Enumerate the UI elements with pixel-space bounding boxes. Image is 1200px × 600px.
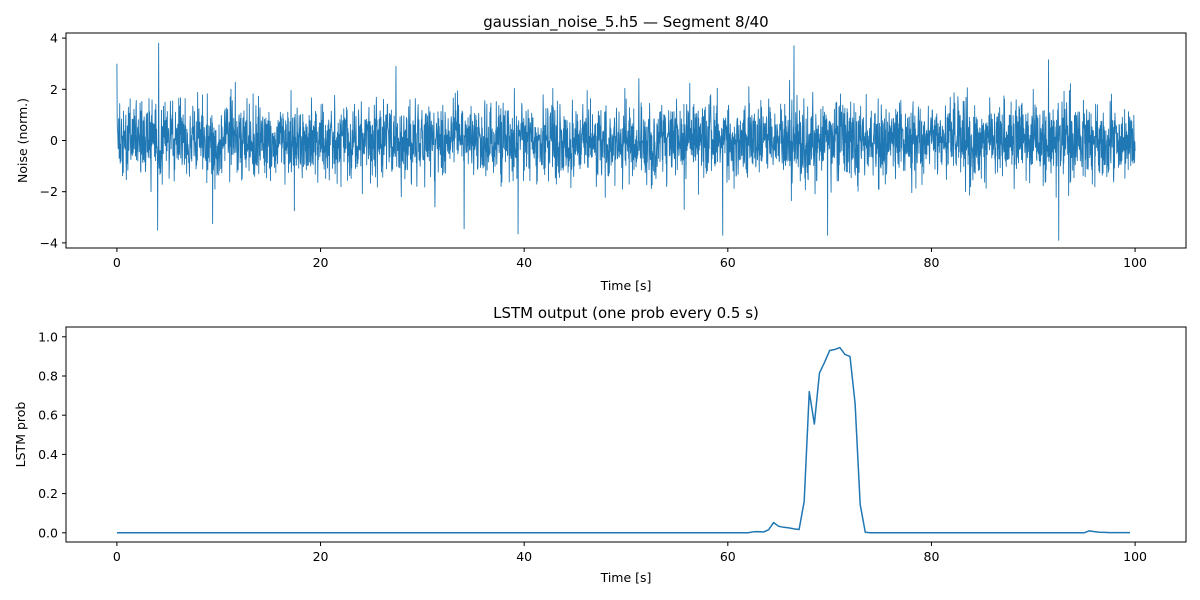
noise-xtick-label: 80 xyxy=(924,255,940,270)
noise-xtick-label: 100 xyxy=(1123,255,1147,270)
noise-xlabel: Time [s] xyxy=(600,278,652,293)
lstm-ytick-label: 0.4 xyxy=(38,447,58,462)
lstm-title: LSTM output (one prob every 0.5 s) xyxy=(493,304,759,322)
noise-series-line xyxy=(116,42,1136,241)
lstm-ytick-label: 0.8 xyxy=(38,368,58,383)
noise-ytick-label: 4 xyxy=(50,31,58,46)
lstm-ytick-label: 0.2 xyxy=(38,486,58,501)
noise-xtick-label: 0 xyxy=(113,255,121,270)
lstm-ytick-label: 1.0 xyxy=(38,329,58,344)
noise-ytick-label: 2 xyxy=(50,82,58,97)
lstm-xtick-label: 100 xyxy=(1123,549,1147,564)
lstm-ytick-label: 0.0 xyxy=(38,525,58,540)
lstm-xtick-label: 40 xyxy=(516,549,532,564)
lstm-plot-frame xyxy=(65,326,1187,543)
noise-title: gaussian_noise_5.h5 — Segment 8/40 xyxy=(483,13,768,32)
noise-xtick-label: 40 xyxy=(516,255,532,270)
noise-axes: gaussian_noise_5.h5 — Segment 8/40 0 20 40… xyxy=(15,13,1187,293)
lstm-ytick-label: 0.6 xyxy=(38,408,58,423)
noise-ytick-label: −4 xyxy=(40,235,58,250)
noise-xtick-label: 20 xyxy=(313,255,329,270)
noise-xtick-label: 60 xyxy=(720,255,736,270)
noise-ytick-label: −2 xyxy=(40,184,58,199)
lstm-xtick-label: 60 xyxy=(720,549,736,564)
lstm-axes: LSTM output (one prob every 0.5 s) 0 20 40… xyxy=(13,304,1187,585)
lstm-xtick-label: 80 xyxy=(924,549,940,564)
lstm-series-line xyxy=(116,346,1130,534)
noise-ylabel: Noise (norm.) xyxy=(15,98,30,183)
lstm-xtick-label: 0 xyxy=(113,549,121,564)
lstm-xlabel: Time [s] xyxy=(600,570,652,585)
lstm-xtick-label: 20 xyxy=(313,549,329,564)
lstm-ylabel: LSTM prob xyxy=(13,402,28,468)
noise-ytick-label: 0 xyxy=(50,133,58,148)
